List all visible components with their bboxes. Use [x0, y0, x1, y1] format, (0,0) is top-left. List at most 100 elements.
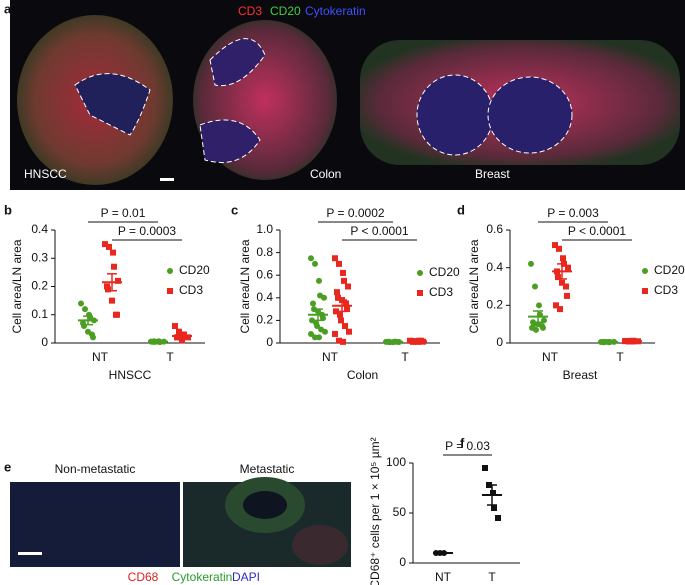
legend-marker: [417, 290, 423, 296]
p-value: P = 0.0003: [118, 224, 176, 238]
legend-marker: [167, 288, 173, 294]
data-point: [565, 264, 571, 271]
data-point: [540, 324, 546, 331]
y-tick-label: 0.6: [256, 267, 273, 281]
legend-marker: [642, 288, 648, 294]
data-point: [335, 294, 341, 301]
data-point: [321, 294, 327, 301]
panel-letter: e: [4, 459, 11, 474]
data-point: [553, 302, 559, 309]
data-point: [340, 269, 346, 276]
y-tick-label: 0.1: [31, 307, 48, 321]
legend-label: CD3: [238, 4, 262, 18]
y-tick-label: 0: [41, 335, 48, 349]
data-point: [322, 328, 328, 335]
x-axis-label: HNSCC: [109, 368, 152, 382]
data-point: [90, 334, 96, 341]
panel-letter: d: [457, 202, 465, 217]
y-tick-label: 0: [496, 335, 503, 349]
data-point: [78, 300, 84, 307]
data-point: [564, 292, 570, 299]
data-point: [312, 260, 318, 267]
data-point: [336, 260, 342, 267]
data-point: [552, 242, 558, 249]
tumor-outline: [416, 74, 494, 156]
y-tick-label: 0.4: [31, 222, 48, 236]
y-axis-label: Cell area/LN area: [467, 239, 481, 333]
data-point: [316, 277, 322, 284]
y-tick-label: 0: [266, 335, 273, 349]
tumor-outline: [74, 73, 151, 136]
y-tick-label: 0.4: [486, 260, 503, 274]
p-value: P = 0.0002: [326, 206, 384, 220]
data-point: [334, 289, 340, 296]
legend-label: CD20: [654, 263, 685, 277]
x-tick-label: T: [166, 350, 174, 364]
y-tick-label: 50: [393, 505, 407, 519]
legend-label: CD20: [179, 263, 210, 277]
y-axis-label: CD68⁺ cells per 1 × 10⁵ µm²: [368, 437, 382, 585]
data-point: [482, 465, 488, 471]
data-point: [346, 328, 352, 335]
data-point: [340, 338, 346, 345]
data-point: [491, 505, 497, 511]
data-point: [490, 490, 496, 496]
y-tick-label: 100: [386, 455, 406, 469]
p-value: P < 0.0001: [350, 224, 408, 238]
scale-bar: [18, 552, 42, 555]
y-tick-label: 0: [399, 555, 406, 569]
tissue: [243, 491, 287, 519]
data-point: [560, 255, 566, 262]
data-point: [343, 300, 349, 307]
image-label: Non-metastatic: [55, 462, 136, 476]
data-point: [528, 260, 534, 267]
data-point: [533, 326, 539, 333]
data-point: [185, 334, 191, 341]
data-point: [102, 241, 108, 248]
panel-letter: c: [231, 202, 238, 217]
panel-letter: f: [460, 435, 465, 450]
p-value: P = 0.01: [101, 206, 146, 220]
legend-label: Cytokeratin: [305, 4, 366, 18]
image-label: Metastatic: [240, 462, 295, 476]
legend-label: CD68: [128, 570, 159, 584]
data-point: [308, 255, 314, 262]
tissue: [292, 525, 348, 565]
y-tick-label: 0.2: [256, 313, 273, 327]
image-label: Colon: [310, 167, 341, 181]
y-tick-label: 0.6: [486, 222, 503, 236]
data-point: [495, 515, 501, 521]
legend-label: CD3: [429, 285, 453, 299]
legend-label: CD20: [270, 4, 301, 18]
data-point: [556, 245, 562, 252]
data-point: [555, 274, 561, 281]
legend-label: Cytokeratin: [172, 570, 233, 584]
y-tick-label: 0.2: [486, 298, 503, 312]
legend-label: CD20: [429, 265, 460, 279]
data-point: [557, 306, 563, 313]
x-tick-label: T: [401, 350, 409, 364]
legend-label: CD3: [654, 283, 678, 297]
data-point: [115, 277, 121, 284]
scale-bar: [160, 178, 174, 181]
data-point: [536, 302, 542, 309]
data-point: [172, 323, 178, 330]
x-axis-label: Breast: [563, 368, 598, 382]
data-point: [308, 330, 314, 337]
data-point: [532, 283, 538, 290]
data-point: [342, 323, 348, 330]
data-point: [344, 306, 350, 313]
data-point: [338, 317, 344, 324]
data-point: [179, 337, 185, 344]
panel-letter: a: [4, 1, 12, 16]
legend-marker: [642, 268, 648, 274]
image-label: HNSCC: [24, 167, 67, 181]
data-point: [337, 311, 343, 318]
data-point: [336, 337, 342, 344]
x-tick-label: NT: [542, 350, 559, 364]
p-value: P = 0.003: [547, 206, 599, 220]
legend-marker: [417, 270, 423, 276]
image-label: Breast: [475, 167, 510, 181]
